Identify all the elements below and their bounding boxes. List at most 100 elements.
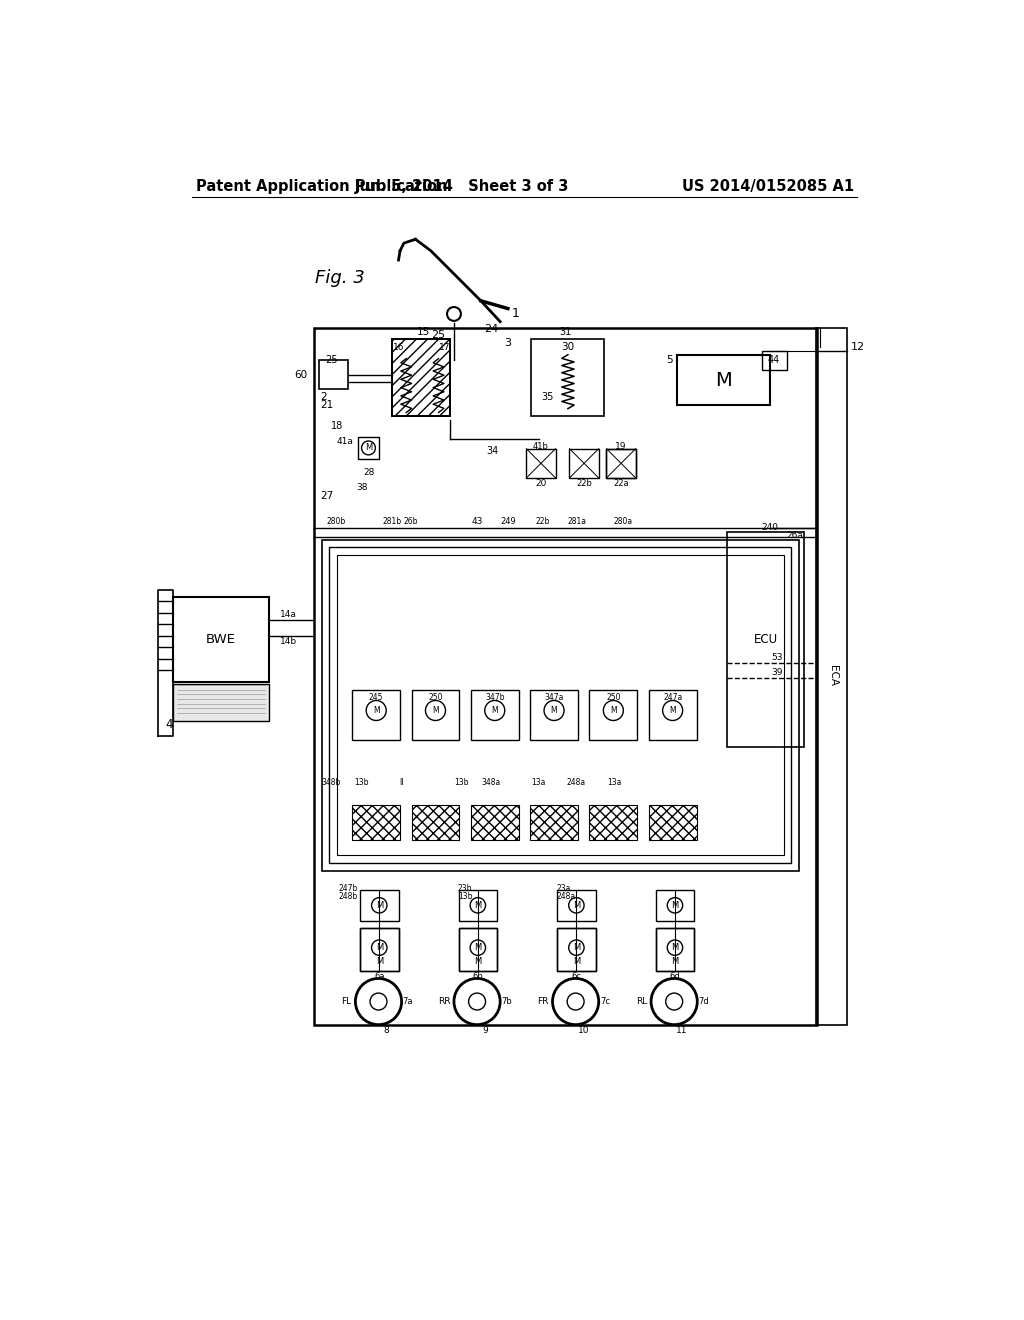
Text: 16: 16 bbox=[393, 343, 404, 351]
Text: 250: 250 bbox=[606, 693, 621, 702]
Bar bbox=[531, 339, 604, 416]
Text: 13b: 13b bbox=[354, 777, 369, 787]
Text: 7b: 7b bbox=[501, 997, 512, 1006]
Bar bbox=[649, 805, 696, 840]
Text: M: M bbox=[715, 371, 732, 389]
Text: 24: 24 bbox=[483, 325, 498, 334]
Text: M: M bbox=[492, 706, 498, 715]
Text: ECA: ECA bbox=[827, 665, 838, 686]
Text: 22b: 22b bbox=[536, 517, 550, 527]
Text: 14b: 14b bbox=[280, 638, 297, 647]
Text: 347b: 347b bbox=[485, 693, 505, 702]
Bar bbox=[816, 327, 847, 1024]
Bar bbox=[590, 805, 637, 840]
Text: 280a: 280a bbox=[613, 517, 633, 527]
Text: 30: 30 bbox=[561, 342, 574, 352]
Bar bbox=[459, 928, 497, 970]
Text: 60: 60 bbox=[294, 370, 307, 380]
Text: ECU: ECU bbox=[754, 634, 778, 647]
Text: M: M bbox=[365, 444, 372, 453]
Text: 348b: 348b bbox=[322, 777, 340, 787]
Text: M: M bbox=[376, 944, 383, 952]
Text: 23a: 23a bbox=[556, 884, 570, 892]
Text: 26b: 26b bbox=[403, 517, 418, 527]
Bar bbox=[313, 327, 816, 1024]
Text: M: M bbox=[376, 957, 383, 966]
Bar bbox=[727, 532, 804, 747]
Bar bbox=[471, 689, 518, 739]
Text: 248a: 248a bbox=[566, 777, 585, 787]
Bar bbox=[360, 890, 398, 921]
Text: 280b: 280b bbox=[327, 517, 346, 527]
Bar bbox=[337, 554, 783, 855]
Bar bbox=[606, 449, 636, 478]
Text: M: M bbox=[373, 706, 380, 715]
Text: 15: 15 bbox=[417, 326, 430, 337]
Bar bbox=[655, 928, 694, 970]
Text: RL: RL bbox=[636, 997, 647, 1006]
Text: 43: 43 bbox=[471, 517, 482, 527]
Bar bbox=[392, 339, 451, 416]
Text: M: M bbox=[474, 944, 481, 952]
Text: 4: 4 bbox=[165, 718, 173, 731]
Text: 6a: 6a bbox=[374, 973, 385, 981]
Text: M: M bbox=[572, 944, 580, 952]
Text: 281a: 281a bbox=[567, 517, 587, 527]
Bar bbox=[412, 805, 460, 840]
Text: M: M bbox=[474, 900, 481, 909]
Bar bbox=[173, 597, 269, 682]
Text: 250: 250 bbox=[428, 693, 442, 702]
Bar bbox=[392, 339, 451, 416]
Bar bbox=[322, 540, 799, 871]
Text: 10: 10 bbox=[578, 1027, 589, 1035]
Text: 13b: 13b bbox=[458, 891, 472, 900]
Text: 34: 34 bbox=[486, 446, 499, 455]
Text: 248b: 248b bbox=[339, 891, 357, 900]
Text: 18: 18 bbox=[331, 421, 343, 432]
Text: M: M bbox=[551, 706, 557, 715]
Bar bbox=[319, 360, 348, 389]
Text: 13a: 13a bbox=[531, 777, 546, 787]
Text: M: M bbox=[572, 957, 580, 966]
Text: M: M bbox=[670, 706, 676, 715]
Text: Jun. 5, 2014   Sheet 3 of 3: Jun. 5, 2014 Sheet 3 of 3 bbox=[354, 180, 569, 194]
Text: 6b: 6b bbox=[472, 973, 483, 981]
Text: 39: 39 bbox=[772, 668, 783, 677]
Text: 5: 5 bbox=[667, 355, 673, 366]
Bar bbox=[360, 928, 398, 970]
Bar bbox=[459, 928, 497, 970]
Bar bbox=[649, 689, 696, 739]
Bar bbox=[459, 890, 497, 921]
Bar bbox=[412, 689, 460, 739]
Text: II: II bbox=[399, 777, 403, 787]
Text: 347a: 347a bbox=[545, 693, 564, 702]
Text: 2: 2 bbox=[319, 392, 327, 403]
Bar bbox=[557, 928, 596, 970]
Text: Patent Application Publication: Patent Application Publication bbox=[196, 180, 447, 194]
Text: RR: RR bbox=[438, 997, 451, 1006]
Text: M: M bbox=[672, 957, 679, 966]
Text: 53: 53 bbox=[772, 653, 783, 661]
Bar bbox=[677, 355, 770, 405]
Text: 41a: 41a bbox=[337, 437, 354, 446]
Text: 247b: 247b bbox=[339, 884, 357, 892]
Text: 41b: 41b bbox=[534, 442, 549, 451]
Text: 6d: 6d bbox=[670, 973, 680, 981]
Text: 19: 19 bbox=[615, 442, 627, 451]
Text: 28: 28 bbox=[364, 469, 375, 477]
Bar bbox=[655, 890, 694, 921]
Text: 20: 20 bbox=[536, 479, 547, 488]
Text: 7c: 7c bbox=[600, 997, 610, 1006]
Bar bbox=[557, 890, 596, 921]
Bar bbox=[471, 805, 518, 840]
Text: 245: 245 bbox=[369, 693, 383, 702]
Bar bbox=[590, 689, 637, 739]
Text: 8: 8 bbox=[383, 1027, 389, 1035]
Text: 12: 12 bbox=[851, 342, 864, 352]
Text: 281b: 281b bbox=[383, 517, 402, 527]
Bar bbox=[352, 689, 400, 739]
Text: US 2014/0152085 A1: US 2014/0152085 A1 bbox=[682, 180, 854, 194]
Text: 17: 17 bbox=[439, 343, 451, 351]
Text: Fig. 3: Fig. 3 bbox=[315, 269, 366, 286]
Text: BWE: BWE bbox=[206, 634, 236, 647]
